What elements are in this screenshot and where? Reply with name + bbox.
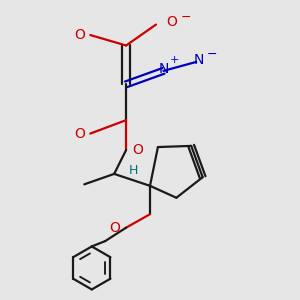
Text: O: O	[74, 127, 85, 141]
Text: −: −	[207, 48, 217, 61]
Text: N: N	[159, 62, 169, 76]
Text: N: N	[194, 53, 205, 68]
Text: O: O	[74, 28, 85, 42]
Text: O: O	[167, 15, 177, 28]
Text: +: +	[170, 56, 179, 65]
Text: H: H	[129, 164, 138, 177]
Text: −: −	[181, 11, 191, 24]
Text: O: O	[132, 143, 143, 157]
Text: O: O	[109, 220, 120, 235]
